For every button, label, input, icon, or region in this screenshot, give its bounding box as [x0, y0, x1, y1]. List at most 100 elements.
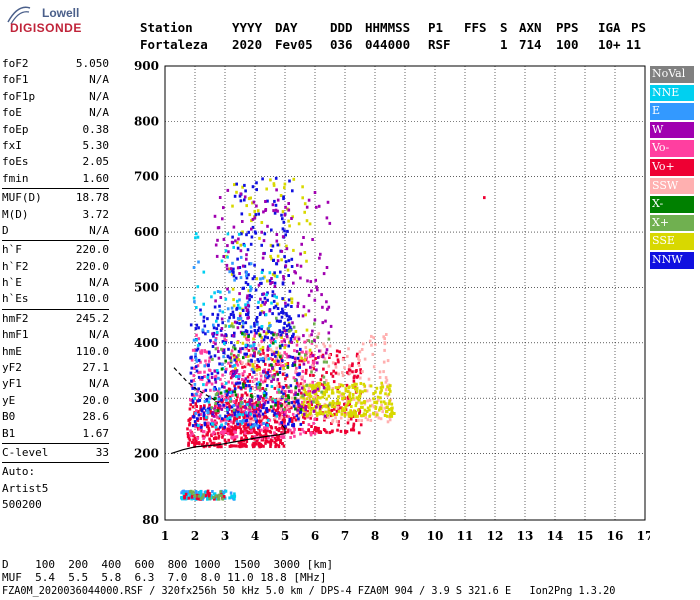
- echo-point: [295, 381, 299, 385]
- echo-point: [203, 423, 207, 427]
- echo-point: [181, 497, 184, 501]
- echo-point: [302, 421, 305, 424]
- echo-point: [380, 400, 383, 404]
- echo-point: [280, 364, 283, 368]
- echo-point: [259, 352, 262, 356]
- echo-point: [257, 351, 260, 355]
- echo-point: [315, 399, 318, 403]
- echo-point: [283, 351, 286, 355]
- echo-point: [330, 422, 333, 425]
- header-value: Fev05: [275, 37, 313, 52]
- echo-point: [274, 304, 278, 308]
- echo-point: [284, 384, 288, 387]
- echo-point: [214, 243, 218, 247]
- echo-point: [268, 344, 272, 348]
- echo-point: [239, 404, 242, 408]
- echo-point: [194, 236, 197, 240]
- echo-point: [248, 384, 251, 388]
- echo-point: [327, 331, 331, 335]
- header-value: 1: [500, 37, 508, 52]
- echo-point: [198, 395, 202, 399]
- echo-point: [332, 369, 335, 373]
- param-value: 220.0: [75, 243, 109, 257]
- echo-point: [334, 365, 338, 369]
- echo-point: [267, 329, 271, 333]
- echo-point: [228, 290, 231, 294]
- echo-point: [258, 313, 262, 316]
- header-label: FFS: [464, 20, 487, 35]
- echo-point: [300, 386, 304, 390]
- param-value: 110.0: [75, 292, 109, 306]
- echo-point: [189, 429, 192, 433]
- echo-point: [275, 239, 279, 243]
- echo-point: [322, 367, 325, 371]
- echo-point: [320, 390, 323, 394]
- echo-point: [346, 354, 349, 358]
- echo-point: [277, 312, 281, 316]
- echo-point: [248, 424, 251, 428]
- echo-point: [319, 411, 323, 415]
- echo-point: [249, 409, 252, 413]
- echo-point: [192, 338, 196, 342]
- echo-point: [273, 281, 277, 285]
- echo-point: [267, 374, 271, 378]
- echo-point: [287, 415, 290, 419]
- echo-point: [245, 332, 248, 336]
- echo-point: [287, 385, 290, 389]
- echo-point: [329, 412, 332, 416]
- echo-point: [224, 339, 228, 342]
- echo-point: [303, 340, 306, 344]
- echo-point: [328, 401, 332, 405]
- legend-entry: NoVal: [650, 66, 694, 83]
- param-name: foEp: [2, 122, 29, 136]
- echo-point: [257, 326, 261, 330]
- echo-point: [333, 412, 336, 416]
- echo-point: [312, 373, 315, 377]
- echo-point: [325, 371, 328, 374]
- echo-point: [230, 429, 234, 433]
- echo-point: [276, 403, 279, 407]
- echo-point: [246, 375, 250, 379]
- echo-point: [363, 357, 367, 361]
- header-value: 10+: [598, 37, 621, 52]
- echo-point: [292, 430, 296, 434]
- echo-point: [294, 330, 298, 333]
- echo-point: [269, 425, 273, 429]
- echo-point: [271, 405, 275, 409]
- echo-point: [260, 416, 263, 420]
- echo-point: [263, 379, 267, 383]
- echo-point: [264, 200, 267, 203]
- echo-point: [309, 433, 313, 437]
- echo-point: [375, 411, 378, 415]
- echo-point: [229, 359, 233, 363]
- echo-point: [193, 420, 197, 424]
- echo-point: [268, 271, 272, 275]
- echo-point: [313, 417, 316, 421]
- echo-point: [310, 341, 314, 345]
- echo-point: [325, 379, 328, 382]
- echo-point: [260, 325, 264, 328]
- echo-point: [282, 275, 285, 278]
- echo-point: [219, 290, 222, 294]
- echo-point: [205, 381, 209, 385]
- echo-point: [196, 285, 200, 289]
- echo-point: [269, 357, 272, 360]
- echo-point: [236, 405, 239, 409]
- echo-point: [215, 404, 219, 408]
- echo-point: [337, 403, 341, 407]
- echo-point: [241, 413, 244, 417]
- echo-point: [337, 423, 340, 427]
- echo-point: [270, 249, 273, 252]
- echo-point: [255, 331, 258, 335]
- param-row: B1 1.67: [2, 426, 109, 442]
- echo-point: [358, 398, 361, 402]
- echo-point: [191, 424, 195, 428]
- echo-point: [270, 379, 273, 383]
- legend: NoVal NNE E W Vo- Vo+ SSW X- X+ SSE NNW: [650, 66, 694, 271]
- echo-point: [312, 396, 316, 399]
- echo-point: [357, 355, 360, 359]
- echo-point: [207, 421, 210, 425]
- echo-point: [233, 416, 236, 420]
- echo-point: [359, 423, 363, 427]
- echo-point: [269, 254, 272, 258]
